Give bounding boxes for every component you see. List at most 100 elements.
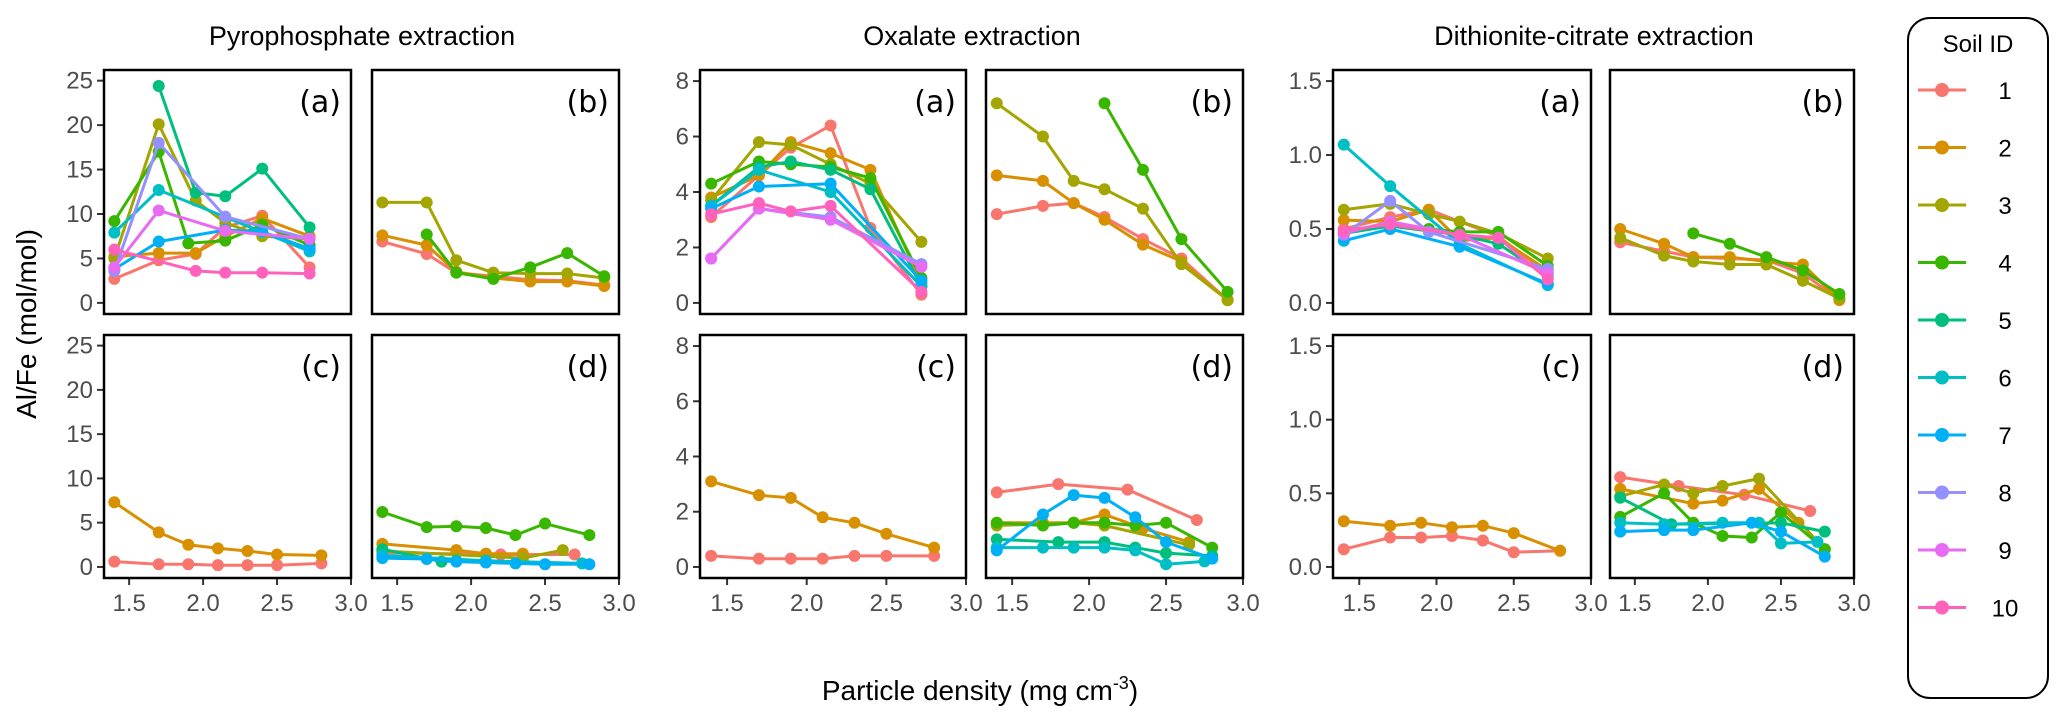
data-point-soil-5: [1052, 536, 1065, 549]
series-layer: [1337, 515, 1567, 559]
legend-label: 6: [1998, 366, 2011, 393]
data-point-soil-7: [915, 274, 928, 287]
legend-label: 3: [1998, 193, 2011, 220]
data-point-soil-1: [420, 248, 433, 260]
legend-label: 10: [1992, 596, 2019, 623]
legend-label: 4: [1998, 251, 2011, 278]
legend-entry-soil-3: 3: [1918, 193, 2012, 220]
data-point-soil-7: [479, 556, 492, 569]
data-point-soil-4: [1833, 288, 1846, 301]
data-point-soil-5: [1818, 525, 1831, 538]
data-point-soil-2: [1554, 544, 1567, 557]
legend-label: 7: [1998, 423, 2011, 450]
data-point-soil-9: [705, 252, 718, 265]
data-point-soil-3: [1796, 274, 1809, 287]
data-point-soil-3: [1658, 249, 1671, 262]
series-line-soil-9: [113, 208, 310, 269]
data-point-soil-2: [1476, 519, 1489, 532]
data-point-soil-4: [108, 215, 121, 228]
data-point-soil-6: [1067, 541, 1080, 554]
data-point-soil-4: [539, 517, 552, 530]
series-line-soil-8: [112, 141, 310, 272]
data-point-soil-4: [1036, 519, 1049, 532]
data-point-soil-4: [1760, 251, 1773, 264]
series-line-soil-3: [382, 200, 605, 280]
series-line-soil-2: [114, 216, 311, 259]
panel-tag: (b): [1802, 85, 1844, 120]
data-point-soil-7: [450, 555, 463, 568]
data-point-soil-4: [1098, 516, 1111, 529]
legend-title: Soil ID: [1943, 31, 2014, 58]
data-point-soil-2: [1415, 516, 1428, 529]
data-point-soil-4: [1658, 487, 1671, 500]
data-point-soil-6: [1337, 138, 1350, 151]
legend-key-point: [1935, 198, 1949, 212]
y-tick-label: 25: [66, 333, 93, 360]
data-point-soil-7: [376, 552, 389, 565]
data-point-soil-7: [1774, 525, 1787, 538]
legend-label: 1: [1998, 78, 2011, 105]
x-tick-label: 2.5: [1497, 590, 1530, 617]
data-point-soil-4: [561, 247, 574, 260]
data-point-soil-4: [1160, 516, 1173, 529]
legend-key-point: [1935, 83, 1949, 97]
data-point-soil-1: [1507, 546, 1520, 559]
legend-entry-soil-6: 6: [1918, 366, 2012, 393]
data-point-soil-2: [990, 169, 1003, 182]
data-point-soil-10: [1453, 228, 1466, 241]
legend-key-point: [1935, 543, 1949, 557]
data-point-soil-2: [848, 516, 861, 529]
data-point-soil-3: [1098, 183, 1111, 196]
data-point-soil-6: [1614, 516, 1627, 529]
panel-tag: (c): [301, 350, 341, 385]
x-tick-label: 2.0: [790, 590, 823, 617]
data-point-soil-4: [1221, 285, 1234, 298]
data-point-soil-1: [1337, 543, 1350, 556]
data-point-soil-7: [1818, 550, 1831, 563]
data-point-soil-4: [376, 506, 389, 519]
y-tick-label: 1.0: [1289, 407, 1322, 434]
data-point-soil-10: [303, 267, 316, 280]
legend-key-point: [1935, 428, 1949, 442]
data-point-soil-3: [784, 138, 797, 151]
data-point-soil-1: [784, 552, 797, 565]
y-tick-label: 10: [66, 201, 93, 228]
panel-a: 0 5 10 15 20 25 (a): [66, 68, 353, 317]
data-point-soil-7: [1614, 525, 1627, 538]
y-tick-label: 1.0: [1289, 142, 1322, 169]
data-point-soil-1: [990, 208, 1003, 221]
data-point-soil-2: [1337, 515, 1350, 528]
legend-entry-soil-2: 2: [1918, 136, 2012, 163]
x-tick-label: 3.0: [602, 590, 635, 617]
data-point-soil-6: [152, 184, 165, 196]
data-point-soil-1: [816, 552, 829, 565]
data-point-soil-2: [880, 527, 893, 540]
data-point-soil-2: [1658, 237, 1671, 250]
data-point-soil-1: [271, 559, 284, 572]
data-point-soil-2: [1445, 521, 1458, 534]
y-tick-label: 1.5: [1289, 68, 1322, 95]
data-point-soil-7: [990, 544, 1003, 557]
x-axis-title-superscript: -3: [1113, 673, 1129, 693]
data-point-soil-1: [928, 549, 941, 562]
legend-entry-soil-4: 4: [1918, 251, 2012, 278]
data-point-soil-10: [1384, 218, 1397, 231]
panel-frame: [698, 68, 968, 316]
data-point-soil-2: [376, 229, 389, 242]
data-point-soil-7: [583, 558, 596, 571]
y-tick-label: 15: [66, 421, 93, 448]
data-point-soil-5: [303, 221, 316, 234]
data-point-soil-7: [824, 177, 837, 190]
data-point-soil-4: [598, 270, 611, 283]
data-point-soil-4: [1723, 237, 1736, 250]
data-point-soil-6: [1774, 537, 1787, 550]
facet-title: Pyrophosphate extraction: [209, 21, 515, 51]
x-tick-label: 2.5: [1764, 590, 1797, 617]
panel-frame: [102, 333, 353, 580]
data-point-soil-6: [1384, 180, 1397, 193]
x-tick-label: 1.5: [995, 590, 1028, 617]
y-tick-label: 6: [676, 388, 689, 415]
panel-d: 1.5 2.0 2.5 3.0 (d): [1608, 333, 1871, 617]
data-point-soil-7: [1687, 524, 1700, 537]
data-point-soil-3: [1687, 255, 1700, 268]
